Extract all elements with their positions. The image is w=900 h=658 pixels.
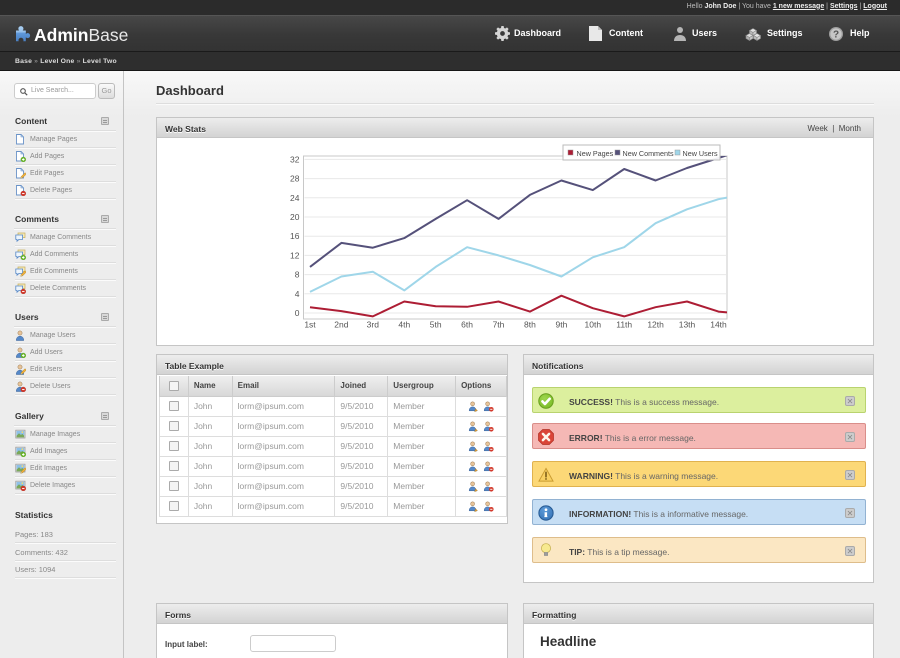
svg-text:1st: 1st xyxy=(304,320,316,330)
svg-text:8th: 8th xyxy=(524,320,536,330)
svg-text:32: 32 xyxy=(290,154,300,164)
svg-text:2nd: 2nd xyxy=(334,320,348,330)
svg-text:16: 16 xyxy=(290,231,300,241)
svg-text:9th: 9th xyxy=(555,320,567,330)
svg-text:13th: 13th xyxy=(679,320,696,330)
svg-text:4th: 4th xyxy=(398,320,410,330)
svg-text:0: 0 xyxy=(295,308,300,318)
svg-text:11th: 11th xyxy=(616,320,632,330)
svg-text:3rd: 3rd xyxy=(367,320,380,330)
svg-text:14th: 14th xyxy=(710,320,727,330)
svg-text:12: 12 xyxy=(290,250,300,260)
svg-text:8: 8 xyxy=(295,270,300,280)
svg-text:New Pages: New Pages xyxy=(577,149,614,158)
svg-text:?: ? xyxy=(833,30,839,41)
svg-text:28: 28 xyxy=(290,174,300,184)
svg-text:7th: 7th xyxy=(493,320,505,330)
svg-text:New Comments: New Comments xyxy=(623,149,675,158)
svg-text:5th: 5th xyxy=(430,320,442,330)
svg-text:12th: 12th xyxy=(647,320,664,330)
svg-text:20: 20 xyxy=(290,212,300,222)
svg-text:New Users: New Users xyxy=(683,149,719,158)
svg-text:10th: 10th xyxy=(585,320,602,330)
svg-text:6th: 6th xyxy=(461,320,473,330)
svg-text:24: 24 xyxy=(290,193,300,203)
svg-text:4: 4 xyxy=(295,289,300,299)
